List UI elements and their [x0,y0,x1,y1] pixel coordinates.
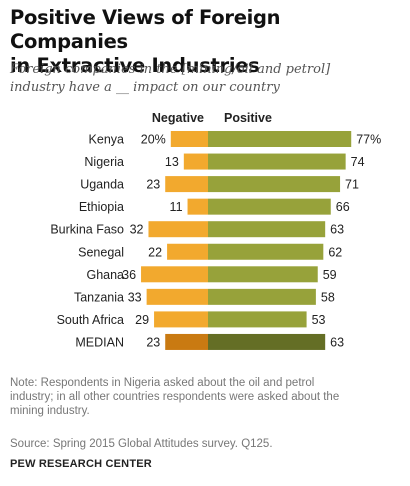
chart-source: Source: Spring 2015 Global Attitudes sur… [10,438,273,450]
organization-logo-text: PEW RESEARCH CENTER [10,458,152,470]
chart-title: Positive Views of Foreign Companies in E… [10,6,402,78]
positive-bar [208,243,324,260]
positive-value-label: 71 [345,178,359,192]
category-label: MEDIAN [75,335,124,349]
title-line-1: Positive Views of Foreign Companies [10,6,281,53]
chart-note: Note: Respondents in Nigeria asked about… [10,376,405,418]
negative-bar [141,266,208,283]
negative-value-label: 23 [146,178,160,192]
negative-value-label: 36 [122,268,136,282]
negative-bar [165,176,208,193]
positive-value-label: 66 [336,200,350,214]
note-line-1: Note: Respondents in Nigeria asked about… [10,377,315,389]
negative-bar [187,198,208,215]
negative-value-label: 20% [141,133,166,147]
negative-value-label: 32 [130,223,144,237]
legend-positive: Positive [224,111,272,125]
category-label: Senegal [78,245,124,259]
negative-bar [167,243,208,260]
negative-bar [165,333,208,350]
negative-bar [146,288,208,305]
diverging-bar-chart: Negative Positive Kenya 20% 77% Nigeria 13 74 Ug… [50,111,381,350]
title-line-2: in Extractive Industries [10,54,260,77]
category-label: South Africa [57,313,124,327]
negative-value-label: 29 [135,313,149,327]
positive-value-label: 77% [356,133,381,147]
positive-bar [208,131,352,147]
chart-subtitle: Foreign companies in the [mining/oil and… [10,61,402,97]
positive-value-label: 63 [330,335,344,349]
positive-bar [208,198,331,215]
negative-bar [154,311,208,328]
category-label: Ghana [86,268,124,282]
note-line-2: industry; in all other countries respond… [10,391,340,403]
negative-bar [170,131,208,147]
note-line-3: mining industry. [10,405,90,417]
legend-negative: Negative [152,111,204,125]
positive-value-label: 63 [330,223,344,237]
category-label: Uganda [80,178,124,192]
negative-bar [183,153,208,170]
subtitle-line-1: Foreign companies in the [mining/oil and… [10,62,331,77]
negative-value-label: 33 [128,290,142,304]
negative-value-label: 23 [146,335,160,349]
subtitle-line-2: industry have a __ impact on our country [10,80,280,95]
positive-bar [208,288,316,305]
negative-value-label: 22 [148,245,162,259]
positive-bar [208,176,341,193]
positive-bar [208,221,326,238]
positive-bar [208,333,326,350]
negative-bar [148,221,208,238]
negative-value-label: 11 [170,200,183,214]
positive-bar [208,266,318,283]
positive-bar [208,153,346,170]
category-label: Ethiopia [79,200,124,214]
positive-value-label: 74 [351,155,365,169]
category-label: Burkina Faso [50,223,124,237]
positive-value-label: 58 [321,290,335,304]
positive-value-label: 62 [328,245,342,259]
category-label: Tanzania [74,290,124,304]
positive-bar [208,311,307,328]
category-label: Kenya [89,133,124,147]
category-label: Nigeria [84,155,124,169]
negative-value-label: 13 [165,155,179,169]
positive-value-label: 59 [323,268,337,282]
positive-value-label: 53 [312,313,326,327]
